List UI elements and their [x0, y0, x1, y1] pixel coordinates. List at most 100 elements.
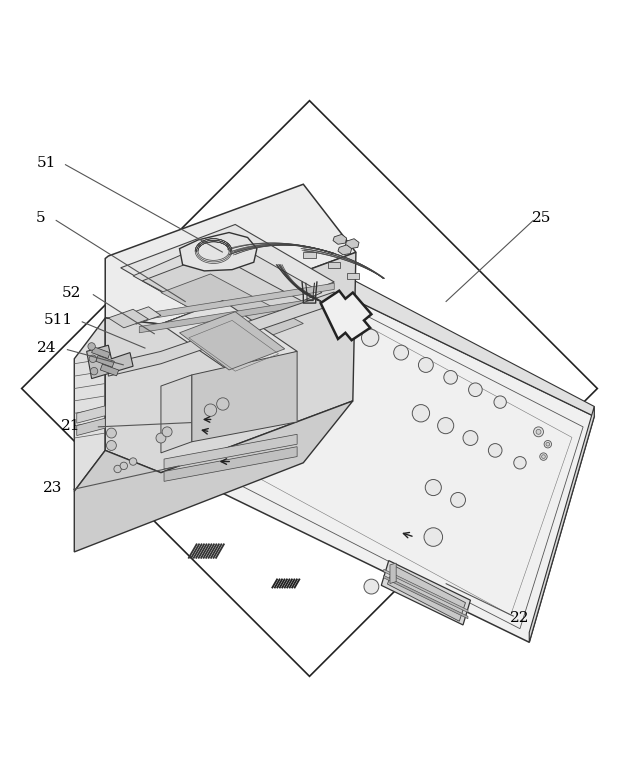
Circle shape [394, 345, 409, 360]
Circle shape [361, 329, 379, 347]
Polygon shape [74, 318, 105, 491]
Circle shape [319, 398, 337, 416]
Circle shape [90, 368, 98, 375]
Polygon shape [387, 566, 465, 622]
Circle shape [451, 493, 465, 507]
Polygon shape [180, 232, 257, 271]
Polygon shape [345, 239, 359, 249]
Bar [188, 543, 198, 559]
Polygon shape [121, 225, 334, 326]
Polygon shape [164, 434, 297, 469]
Bar [197, 543, 208, 559]
Bar [96, 355, 115, 368]
Circle shape [217, 398, 229, 410]
Polygon shape [347, 273, 359, 279]
Polygon shape [381, 560, 470, 625]
Bar [100, 364, 119, 376]
Polygon shape [142, 253, 313, 334]
Text: 23: 23 [43, 480, 63, 494]
Text: 51: 51 [37, 155, 56, 169]
Circle shape [469, 383, 482, 396]
Bar [215, 543, 225, 559]
Polygon shape [192, 253, 594, 643]
Circle shape [88, 343, 95, 350]
Polygon shape [161, 274, 303, 342]
Circle shape [114, 465, 121, 472]
Polygon shape [77, 406, 105, 423]
Polygon shape [321, 291, 371, 340]
Polygon shape [333, 235, 347, 244]
Text: 22: 22 [510, 611, 530, 625]
Text: 21: 21 [61, 419, 81, 433]
Circle shape [418, 357, 433, 372]
Text: 25: 25 [532, 211, 552, 225]
Circle shape [156, 433, 166, 443]
Text: 24: 24 [37, 341, 56, 355]
Circle shape [162, 427, 172, 437]
Bar [200, 543, 210, 559]
Circle shape [412, 405, 430, 422]
Bar [193, 543, 203, 559]
Polygon shape [74, 401, 353, 552]
Polygon shape [529, 406, 594, 643]
Polygon shape [133, 237, 322, 332]
Bar [202, 543, 213, 559]
Polygon shape [328, 262, 340, 268]
Polygon shape [161, 375, 192, 453]
Circle shape [534, 427, 543, 437]
Bar [92, 347, 110, 358]
Circle shape [438, 417, 454, 434]
Circle shape [494, 396, 506, 408]
Bar [210, 543, 220, 559]
Circle shape [546, 442, 550, 446]
Circle shape [129, 458, 137, 465]
Bar [205, 543, 215, 559]
Circle shape [89, 355, 97, 363]
Bar [286, 578, 293, 589]
Polygon shape [303, 252, 316, 258]
Bar [190, 543, 201, 559]
Bar [212, 543, 223, 559]
Polygon shape [105, 184, 356, 324]
Circle shape [444, 371, 457, 384]
Circle shape [514, 457, 526, 469]
Text: 52: 52 [61, 286, 81, 300]
Bar [293, 578, 301, 589]
Bar [284, 578, 291, 589]
Circle shape [106, 428, 116, 438]
Bar [274, 578, 281, 589]
Bar [279, 578, 286, 589]
Polygon shape [77, 418, 105, 436]
Circle shape [463, 430, 478, 445]
Bar [288, 578, 296, 589]
Circle shape [540, 453, 547, 460]
Bar [195, 543, 206, 559]
Circle shape [120, 462, 128, 469]
Polygon shape [384, 576, 468, 618]
Polygon shape [87, 345, 133, 378]
Circle shape [204, 404, 217, 416]
Circle shape [536, 430, 541, 434]
Text: 511: 511 [44, 313, 74, 327]
Polygon shape [124, 307, 161, 324]
Bar [276, 578, 284, 589]
Polygon shape [384, 570, 468, 612]
Circle shape [106, 441, 116, 451]
Circle shape [425, 479, 441, 496]
Circle shape [424, 528, 443, 546]
Polygon shape [105, 253, 356, 472]
Polygon shape [192, 351, 297, 442]
Circle shape [364, 579, 379, 594]
Bar [207, 543, 218, 559]
Bar [271, 578, 279, 589]
Circle shape [544, 441, 552, 448]
Circle shape [542, 455, 545, 458]
Polygon shape [161, 301, 297, 375]
Polygon shape [338, 245, 352, 255]
Text: 5: 5 [35, 211, 45, 225]
Polygon shape [139, 296, 334, 333]
Bar [291, 578, 298, 589]
Polygon shape [139, 284, 334, 320]
Polygon shape [164, 447, 297, 481]
Bar [281, 578, 288, 589]
